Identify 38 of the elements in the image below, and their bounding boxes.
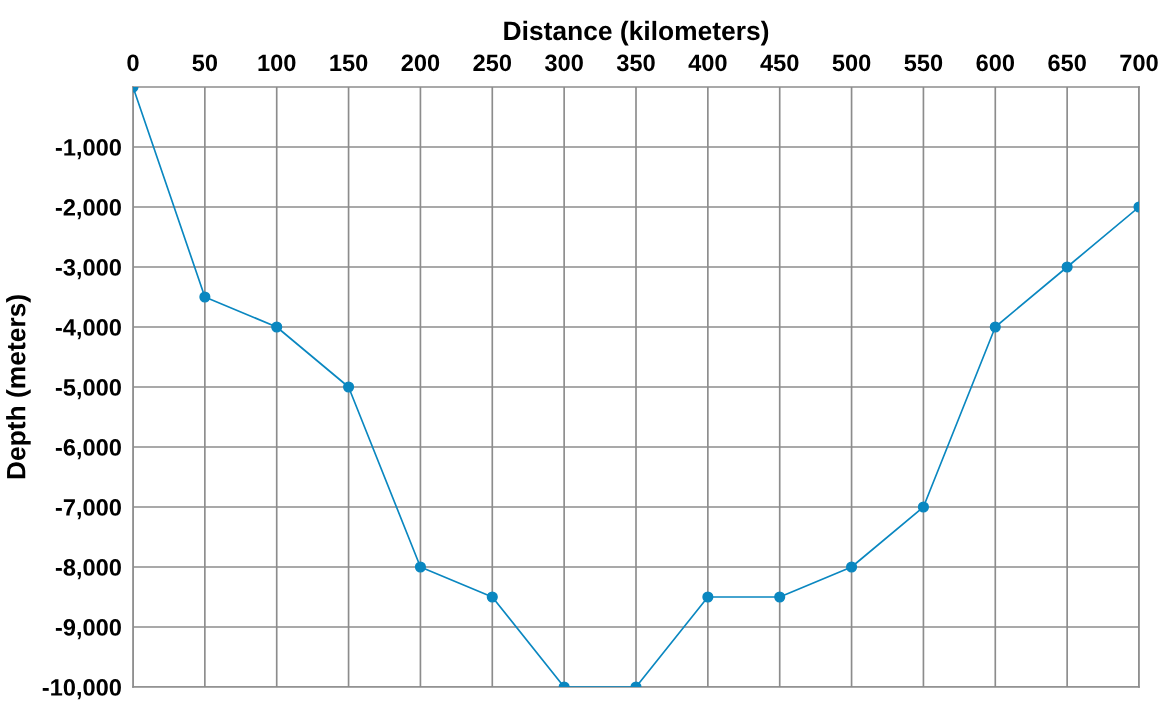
- y-tick-label: -9,000: [55, 619, 121, 640]
- x-tick-label: 250: [473, 54, 512, 72]
- point: [774, 591, 786, 603]
- point: [343, 381, 355, 393]
- y-tick-label: -6,000: [55, 439, 121, 460]
- x-tick-label: 150: [330, 54, 368, 72]
- point: [486, 591, 498, 603]
- x-tick-label: 0: [127, 54, 139, 72]
- x-tick-label: 200: [401, 54, 440, 72]
- y-tick-label: -10,000: [42, 679, 121, 700]
- x-tick-label: 350: [616, 54, 655, 72]
- x-axis-title: Distance (kilometers): [504, 20, 769, 46]
- x-tick-label: 300: [544, 54, 583, 72]
- y-tick-label: -1,000: [55, 139, 121, 160]
- y-tick-label: -7,000: [55, 499, 121, 520]
- x-tick-label: 50: [192, 54, 218, 72]
- point: [846, 561, 858, 573]
- y-tick-label: -8,000: [55, 559, 121, 580]
- x-tick-label: 450: [760, 54, 799, 72]
- y-tick-label: -3,000: [55, 259, 121, 280]
- point: [271, 321, 283, 333]
- point: [917, 501, 929, 513]
- x-tick-label: 100: [258, 54, 296, 72]
- point: [702, 591, 714, 603]
- point: [989, 321, 1001, 333]
- y-tick-label: -4,000: [55, 319, 121, 340]
- x-tick-label: 400: [688, 54, 727, 72]
- x-tick-label: 700: [1120, 54, 1158, 72]
- point: [414, 561, 426, 573]
- x-tick-label: 650: [1048, 54, 1086, 72]
- y-axis-title: Depth (meters): [6, 295, 31, 479]
- x-tick-label: 600: [976, 54, 1015, 72]
- y-tick-label: -2,000: [55, 199, 121, 220]
- point: [199, 291, 211, 303]
- x-tick-label: 550: [904, 54, 943, 72]
- x-tick-label: 500: [832, 54, 871, 72]
- y-tick-label: -5,000: [55, 379, 121, 400]
- point: [1061, 261, 1073, 273]
